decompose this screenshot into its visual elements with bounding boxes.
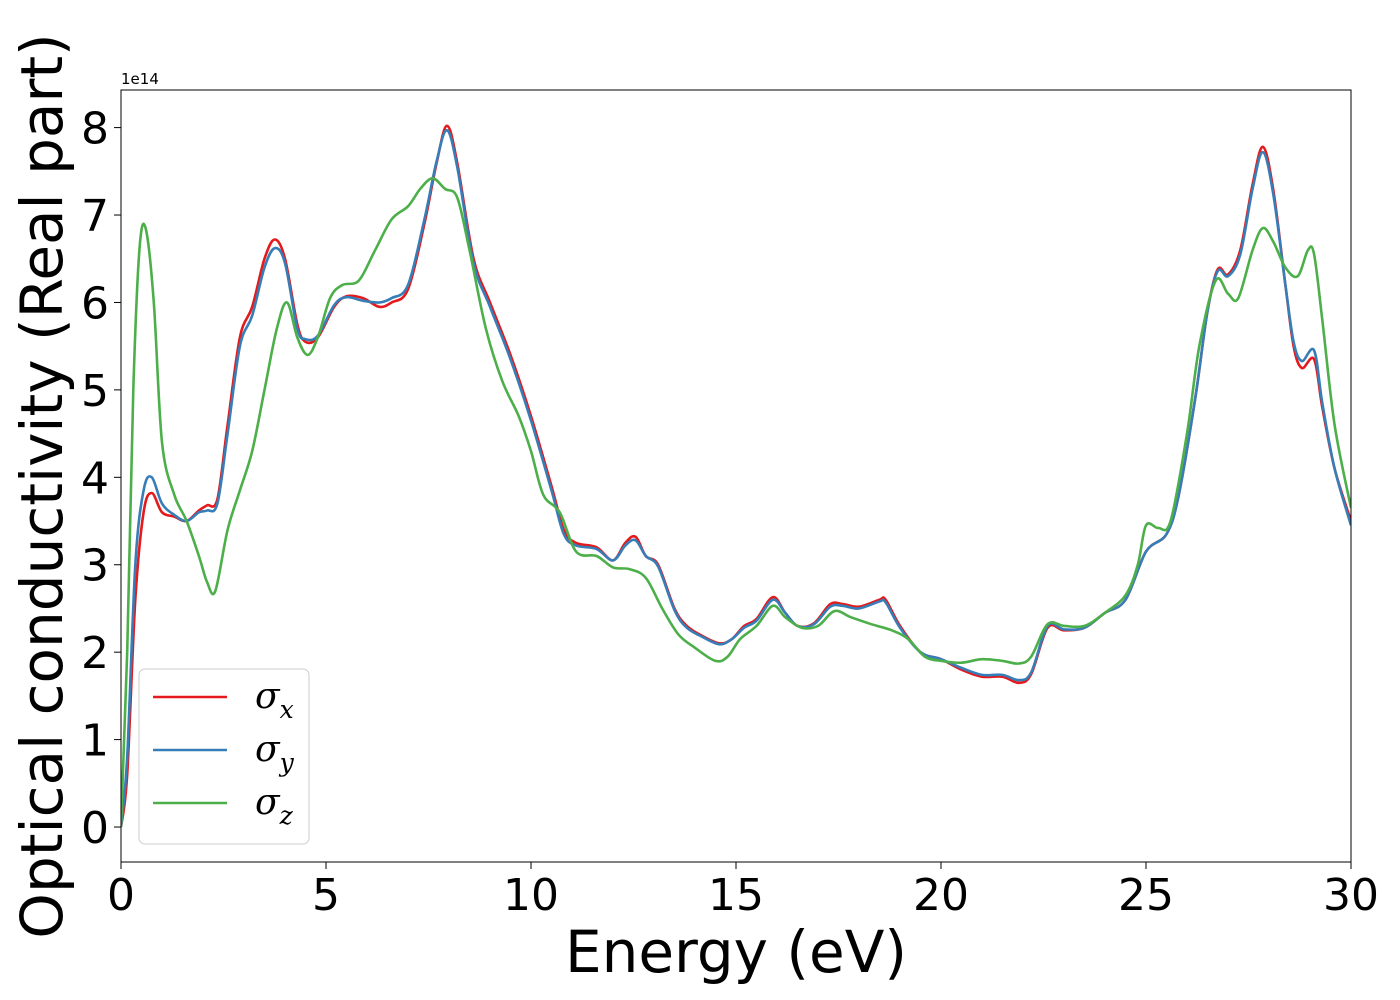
y-axis-ticks: 0 1 2 3 4 5 6 7 8: [81, 104, 121, 854]
series-line-y: [121, 128, 1351, 828]
x-tick-label: 25: [1118, 870, 1174, 921]
x-tick-label: 15: [708, 870, 764, 921]
y-tick-label: 2: [81, 628, 109, 679]
series-line-z: [121, 177, 1351, 828]
y-tick-label: 5: [81, 366, 109, 417]
series-layer: [121, 124, 1351, 828]
y-tick-label: 3: [81, 541, 109, 592]
x-tick-label: 30: [1323, 870, 1379, 921]
legend: σx σy σz: [138, 668, 310, 845]
x-tick-label: 10: [503, 870, 559, 921]
legend-label-y: σy: [255, 729, 295, 777]
y-axis-label: Optical conductivity (Real part): [8, 33, 76, 938]
y-tick-label: 8: [81, 104, 109, 155]
legend-label-z: σz: [255, 782, 294, 830]
y-tick-label: 7: [81, 191, 109, 242]
y-tick-label: 6: [81, 278, 109, 329]
x-axis-ticks: 0 5 10 15 20 25 30: [107, 862, 1379, 921]
x-tick-label: 5: [312, 870, 340, 921]
x-tick-label: 0: [107, 870, 135, 921]
x-axis-label: Energy (eV): [565, 918, 907, 986]
y-tick-label: 1: [81, 716, 109, 767]
y-tick-label: 0: [81, 803, 109, 854]
y-axis-exponent-label: 1e14: [121, 70, 159, 88]
legend-frame: [138, 668, 310, 845]
legend-label-x: σx: [255, 676, 294, 724]
y-tick-label: 4: [81, 453, 109, 504]
x-tick-label: 20: [913, 870, 969, 921]
